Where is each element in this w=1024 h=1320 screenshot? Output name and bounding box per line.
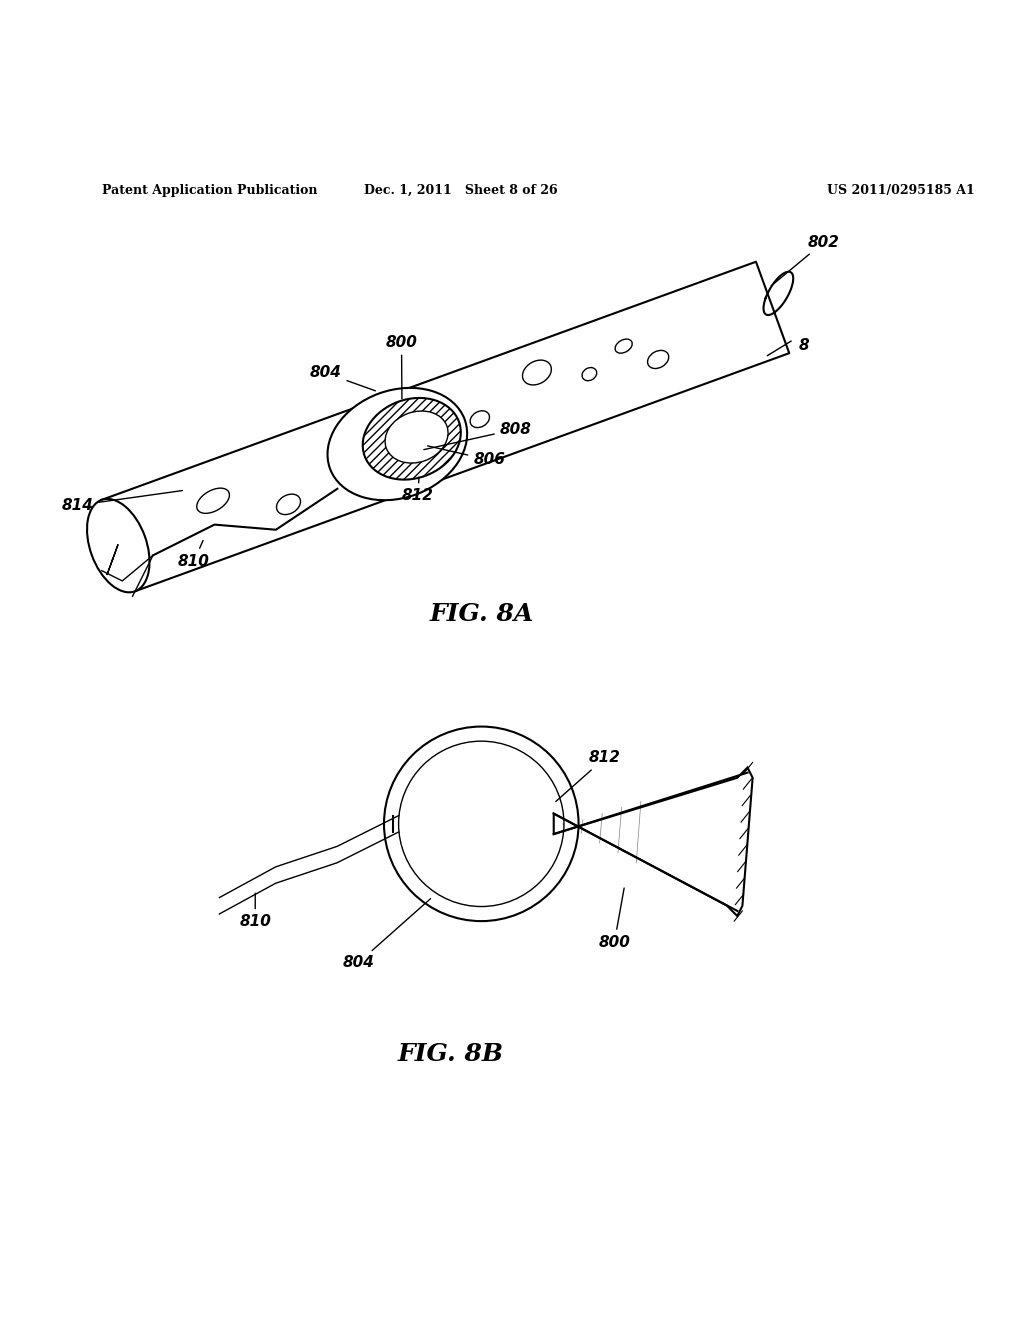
Text: 806: 806 <box>428 446 505 467</box>
Text: 814: 814 <box>61 491 182 512</box>
Ellipse shape <box>87 499 150 593</box>
Text: 804: 804 <box>342 899 430 970</box>
Polygon shape <box>554 767 753 916</box>
Text: 812: 812 <box>556 750 621 801</box>
Text: 800: 800 <box>386 335 418 399</box>
Text: 810: 810 <box>240 894 271 929</box>
Text: Dec. 1, 2011   Sheet 8 of 26: Dec. 1, 2011 Sheet 8 of 26 <box>364 183 558 197</box>
Text: 802: 802 <box>771 235 840 286</box>
Text: FIG. 8B: FIG. 8B <box>397 1043 504 1067</box>
Text: 804: 804 <box>309 366 376 391</box>
Text: 800: 800 <box>598 888 631 949</box>
Text: Patent Application Publication: Patent Application Publication <box>102 183 317 197</box>
Text: 812: 812 <box>401 477 434 503</box>
Text: 8: 8 <box>798 338 809 354</box>
Text: 808: 808 <box>424 422 531 450</box>
Text: FIG. 8A: FIG. 8A <box>429 602 534 626</box>
Ellipse shape <box>385 411 449 463</box>
Text: US 2011/0295185 A1: US 2011/0295185 A1 <box>827 183 975 197</box>
Ellipse shape <box>328 388 467 500</box>
Text: 810: 810 <box>178 540 210 569</box>
